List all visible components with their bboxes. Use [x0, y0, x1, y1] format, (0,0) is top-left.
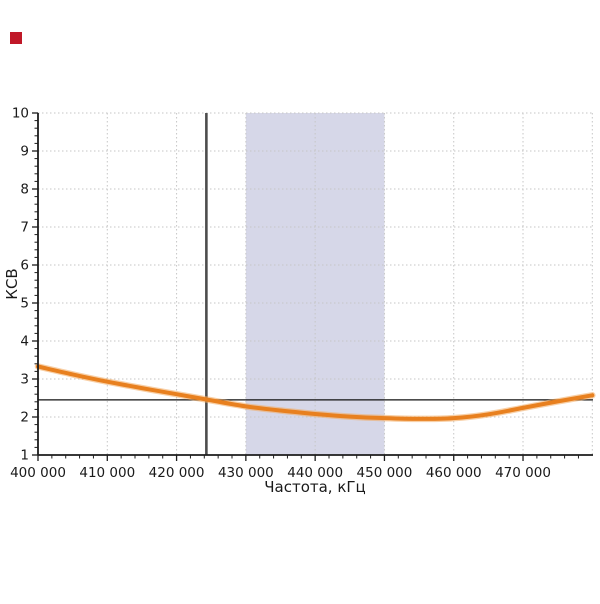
y-tick-label: 3 — [20, 372, 29, 388]
y-tick-label: 5 — [20, 296, 29, 312]
x-tick-label: 400 000 — [10, 465, 66, 481]
vswr-curve — [36, 364, 595, 421]
y-tick-label: 7 — [20, 220, 29, 236]
y-tick-label: 2 — [20, 410, 29, 426]
y-tick-label: 6 — [20, 258, 29, 274]
y-tick-label: 9 — [20, 144, 29, 160]
x-tick-label: 410 000 — [79, 465, 135, 481]
x-tick-label: 430 000 — [218, 465, 274, 481]
x-tick-label: 460 000 — [426, 465, 482, 481]
x-tick-label: 440 000 — [287, 465, 343, 481]
y-tick-label: 1 — [20, 448, 29, 464]
red-square-icon — [10, 32, 22, 44]
x-tick-label: 450 000 — [357, 465, 413, 481]
x-axis-title: Частота, кГц — [264, 478, 366, 496]
x-tick-label: 420 000 — [149, 465, 205, 481]
highlight-band — [245, 113, 385, 455]
x-tick-label: 470 000 — [495, 465, 551, 481]
y-tick-label: 8 — [20, 182, 29, 198]
y-axis-title: КСВ — [3, 268, 21, 299]
y-tick-label: 10 — [12, 106, 29, 122]
y-tick-label: 4 — [20, 334, 29, 350]
